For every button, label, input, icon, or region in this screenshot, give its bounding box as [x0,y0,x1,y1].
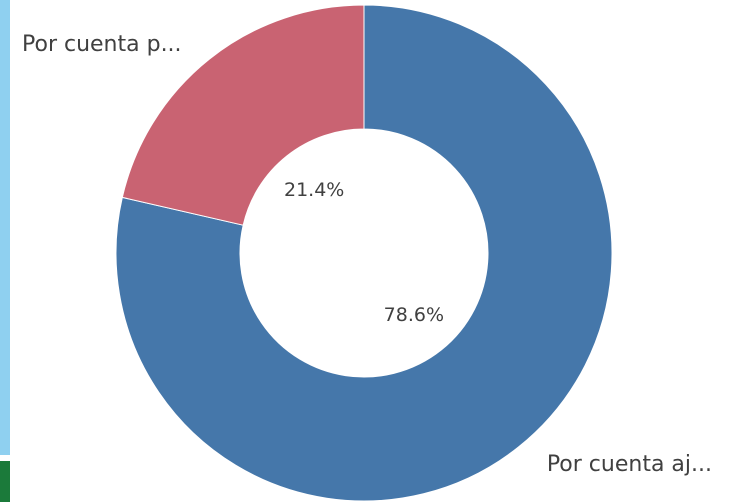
slice [115,4,613,502]
side-bar [0,461,10,502]
category-label: Por cuenta aj... [547,452,712,477]
value-label: 78.6% [384,304,444,326]
slice [121,4,365,226]
side-bar [0,0,10,455]
value-label: 21.4% [284,179,344,201]
category-label: Por cuenta p... [22,32,182,57]
